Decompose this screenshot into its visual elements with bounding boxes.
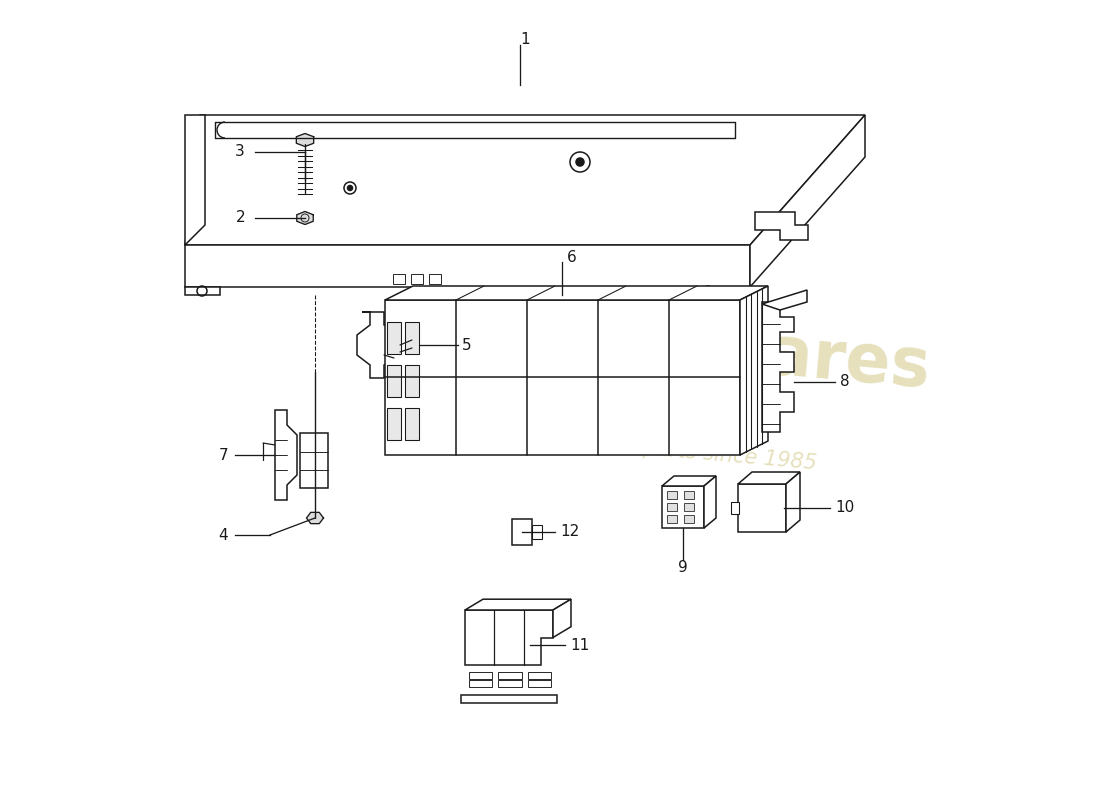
Text: 10: 10 [835, 501, 855, 515]
Bar [393, 274, 405, 284]
Text: eurospares: eurospares [507, 298, 933, 402]
Bar [498, 680, 521, 687]
Polygon shape [297, 211, 313, 225]
Bar [732, 502, 739, 514]
Polygon shape [704, 476, 716, 528]
Text: 1: 1 [520, 33, 530, 47]
Bar [411, 274, 424, 284]
Bar [469, 672, 493, 679]
Polygon shape [553, 599, 571, 638]
Polygon shape [750, 115, 865, 287]
Circle shape [576, 158, 584, 166]
Polygon shape [275, 410, 297, 500]
Text: 9: 9 [678, 561, 688, 575]
Polygon shape [786, 472, 800, 532]
Text: 4: 4 [219, 527, 228, 542]
Polygon shape [307, 512, 323, 524]
Bar [405, 408, 419, 440]
Polygon shape [465, 599, 571, 610]
Polygon shape [738, 472, 800, 484]
Circle shape [348, 186, 352, 190]
Text: 11: 11 [570, 638, 590, 653]
Bar [684, 491, 694, 499]
Bar [667, 515, 676, 523]
Polygon shape [662, 476, 716, 486]
Text: 7: 7 [219, 447, 228, 462]
Bar [469, 680, 493, 687]
Text: a passion for parts since 1985: a passion for parts since 1985 [503, 426, 817, 474]
Polygon shape [358, 312, 400, 378]
Text: 3: 3 [235, 145, 245, 159]
Text: 8: 8 [840, 374, 849, 390]
Text: 2: 2 [235, 210, 245, 226]
Polygon shape [385, 300, 740, 455]
Bar [387, 365, 402, 397]
Bar [405, 322, 419, 354]
Bar [528, 672, 551, 679]
Polygon shape [461, 695, 557, 703]
Bar [532, 525, 542, 539]
Text: 12: 12 [560, 525, 580, 539]
Polygon shape [385, 286, 768, 300]
Bar [667, 491, 676, 499]
Polygon shape [465, 610, 553, 665]
Polygon shape [296, 134, 314, 146]
Text: 6: 6 [566, 250, 576, 266]
Bar [387, 408, 402, 440]
Polygon shape [185, 245, 750, 287]
Polygon shape [185, 115, 205, 245]
Polygon shape [755, 212, 808, 240]
Polygon shape [690, 287, 725, 295]
Bar [684, 503, 694, 511]
Bar [429, 274, 441, 284]
Polygon shape [740, 286, 768, 455]
Polygon shape [185, 115, 865, 245]
Bar [498, 672, 521, 679]
Polygon shape [762, 290, 807, 310]
Bar [738, 484, 786, 532]
Bar [300, 433, 328, 488]
Polygon shape [185, 287, 220, 295]
Bar [405, 365, 419, 397]
Bar [684, 515, 694, 523]
Bar [528, 680, 551, 687]
Bar [667, 503, 676, 511]
Text: 5: 5 [462, 338, 472, 353]
Bar [512, 519, 532, 545]
Bar [662, 486, 704, 528]
Polygon shape [762, 302, 794, 432]
Bar [387, 322, 402, 354]
